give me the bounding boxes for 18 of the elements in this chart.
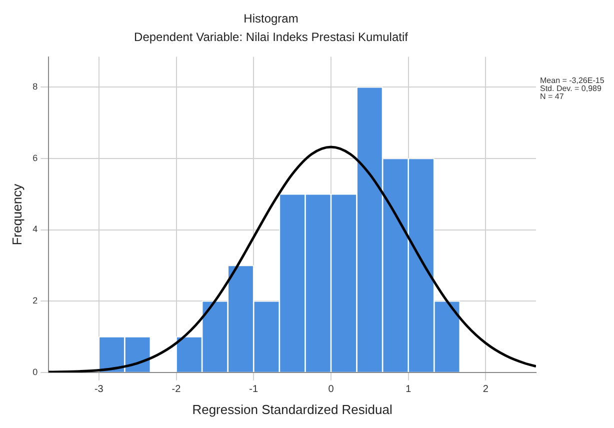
y-tick-label: 0	[32, 366, 38, 377]
x-tick-label: 2	[482, 384, 489, 396]
text: Std. Dev. = 0,989	[540, 84, 602, 94]
y-tick-label: 8	[32, 82, 38, 92]
chart-title: Histogram	[244, 12, 298, 26]
x-tick-label: -1	[249, 384, 258, 396]
x-tick-label: -3	[94, 384, 104, 396]
chart-subtitle: Dependent Variable: Nilai Indeks Prestasi Kumulatif	[134, 30, 409, 44]
x-tick-label: 1	[406, 384, 412, 396]
y-tick-label: 2	[32, 296, 38, 306]
x-axis-title: Regression Standardized Residual	[192, 402, 392, 417]
x-tick-label: -2	[172, 384, 182, 396]
y-tick-label: 4	[32, 224, 38, 234]
x-tick-label: 0	[328, 384, 334, 396]
y-tick-label: 6	[32, 152, 38, 163]
text: Mean = -3,26E-15	[540, 76, 605, 86]
text: N = 47	[540, 92, 564, 102]
y-axis-title: Frequency	[9, 183, 24, 246]
